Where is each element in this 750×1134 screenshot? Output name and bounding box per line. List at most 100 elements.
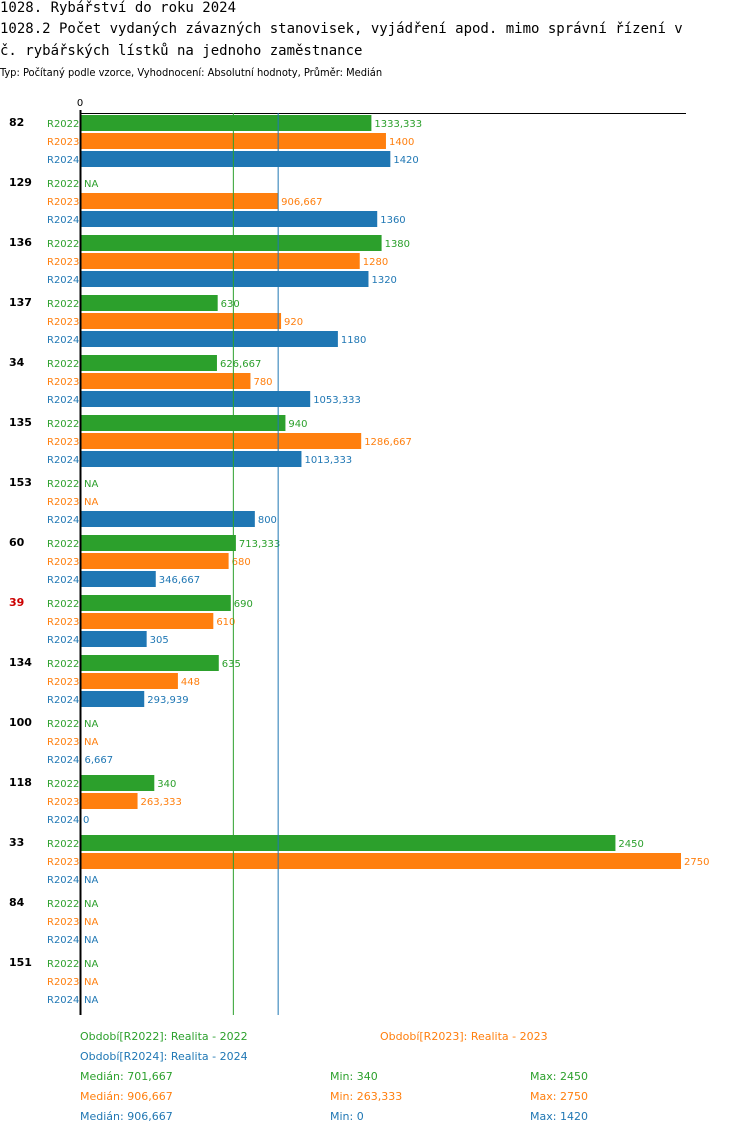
- series-label-r2024: R2024: [47, 695, 79, 706]
- series-label-r2022: R2022: [47, 959, 79, 970]
- bar-r2022: [80, 835, 616, 851]
- legend-min-r2024: Min: 0: [330, 1110, 364, 1123]
- data-label: 1400: [389, 137, 414, 148]
- series-label-r2023: R2023: [47, 197, 79, 208]
- series-label-r2023: R2023: [47, 137, 79, 148]
- category-label: 34: [9, 356, 25, 369]
- series-label-r2023: R2023: [47, 977, 79, 988]
- data-label: 680: [232, 557, 251, 568]
- series-label-r2022: R2022: [47, 179, 79, 190]
- bar-r2023: [80, 253, 360, 269]
- data-label: 630: [221, 299, 240, 310]
- bar-r2024: [80, 631, 147, 647]
- data-label: 340: [157, 779, 176, 790]
- series-label-r2023: R2023: [47, 737, 79, 748]
- bar-r2024: [80, 571, 156, 587]
- series-label-r2023: R2023: [47, 857, 79, 868]
- data-label: 780: [253, 377, 272, 388]
- bar-r2023: [80, 373, 251, 389]
- category-label: 118: [9, 776, 32, 789]
- chart-subtitle-line-2: č. rybářských lístků na jednoho zaměstna…: [0, 43, 363, 59]
- series-label-r2022: R2022: [47, 539, 79, 550]
- category-label: 137: [9, 296, 32, 309]
- data-label: 1360: [380, 215, 405, 226]
- data-label: NA: [84, 977, 98, 988]
- data-label: 0: [83, 815, 89, 826]
- series-label-r2024: R2024: [47, 995, 79, 1006]
- series-label-r2022: R2022: [47, 359, 79, 370]
- bar-r2022: [80, 655, 219, 671]
- series-label-r2022: R2022: [47, 839, 79, 850]
- bar-r2023: [80, 673, 178, 689]
- bar-r2022: [80, 235, 382, 251]
- bar-r2023: [80, 193, 279, 209]
- series-label-r2024: R2024: [47, 755, 79, 766]
- category-label: 151: [9, 956, 32, 969]
- series-label-r2022: R2022: [47, 719, 79, 730]
- series-label-r2024: R2024: [47, 875, 79, 886]
- series-label-r2022: R2022: [47, 239, 79, 250]
- legend-max-r2024: Max: 1420: [530, 1110, 588, 1123]
- data-label: 1053,333: [313, 395, 361, 406]
- data-label: 448: [181, 677, 200, 688]
- series-label-r2022: R2022: [47, 299, 79, 310]
- data-label: NA: [84, 497, 98, 508]
- legend-period-r2022: Období[R2022]: Realita - 2022: [80, 1030, 248, 1043]
- chart-subtitle-line-1: 1028.2 Počet vydaných závazných stanovis…: [0, 21, 683, 37]
- data-label: 690: [234, 599, 253, 610]
- series-label-r2022: R2022: [47, 659, 79, 670]
- bar-r2022: [80, 595, 231, 611]
- bar-r2023: [80, 553, 229, 569]
- bar-r2024: [80, 511, 255, 527]
- bar-r2024: [80, 391, 311, 407]
- bar-r2023: [80, 433, 362, 449]
- legend-period-r2024: Období[R2024]: Realita - 2024: [80, 1050, 248, 1063]
- series-label-r2022: R2022: [47, 119, 79, 130]
- series-label-r2023: R2023: [47, 317, 79, 328]
- series-label-r2024: R2024: [47, 155, 79, 166]
- data-label: 2750: [684, 857, 709, 868]
- data-label: NA: [84, 935, 98, 946]
- legend-median-r2023: Medián: 906,667: [80, 1090, 173, 1103]
- legend-max-r2022: Max: 2450: [530, 1070, 588, 1083]
- series-label-r2023: R2023: [47, 377, 79, 388]
- series-label-r2024: R2024: [47, 935, 79, 946]
- series-label-r2024: R2024: [47, 215, 79, 226]
- category-label: 136: [9, 236, 32, 249]
- series-label-r2023: R2023: [47, 437, 79, 448]
- data-label: 635: [222, 659, 241, 670]
- data-label: 1280: [363, 257, 388, 268]
- data-label: 1380: [385, 239, 410, 250]
- bar-r2024: [80, 211, 378, 227]
- data-label: 1320: [371, 275, 396, 286]
- legend-median-r2022: Medián: 701,667: [80, 1070, 173, 1083]
- data-label: 1013,333: [304, 455, 352, 466]
- data-label: NA: [84, 875, 98, 886]
- series-label-r2024: R2024: [47, 455, 79, 466]
- data-label: NA: [84, 995, 98, 1006]
- data-label: NA: [84, 719, 98, 730]
- series-label-r2024: R2024: [47, 335, 79, 346]
- bar-r2024: [80, 451, 302, 467]
- legend-min-r2022: Min: 340: [330, 1070, 378, 1083]
- bar-r2022: [80, 115, 372, 131]
- category-label: 60: [9, 536, 25, 549]
- bar-r2024: [80, 691, 145, 707]
- category-label: 33: [9, 836, 24, 849]
- data-label: 626,667: [220, 359, 261, 370]
- data-label: 800: [258, 515, 277, 526]
- category-label: 39: [9, 596, 24, 609]
- bar-r2022: [80, 355, 217, 371]
- data-label: 1420: [393, 155, 418, 166]
- legend-max-r2023: Max: 2750: [530, 1090, 588, 1103]
- bar-r2023: [80, 853, 681, 869]
- data-label: NA: [84, 737, 98, 748]
- category-label: 134: [9, 656, 32, 669]
- bar-r2024: [80, 331, 338, 347]
- series-label-r2023: R2023: [47, 557, 79, 568]
- bar-r2022: [80, 775, 155, 791]
- data-label: 610: [216, 617, 235, 628]
- legend-median-r2024: Medián: 906,667: [80, 1110, 173, 1123]
- data-label: NA: [84, 179, 98, 190]
- series-label-r2024: R2024: [47, 275, 79, 286]
